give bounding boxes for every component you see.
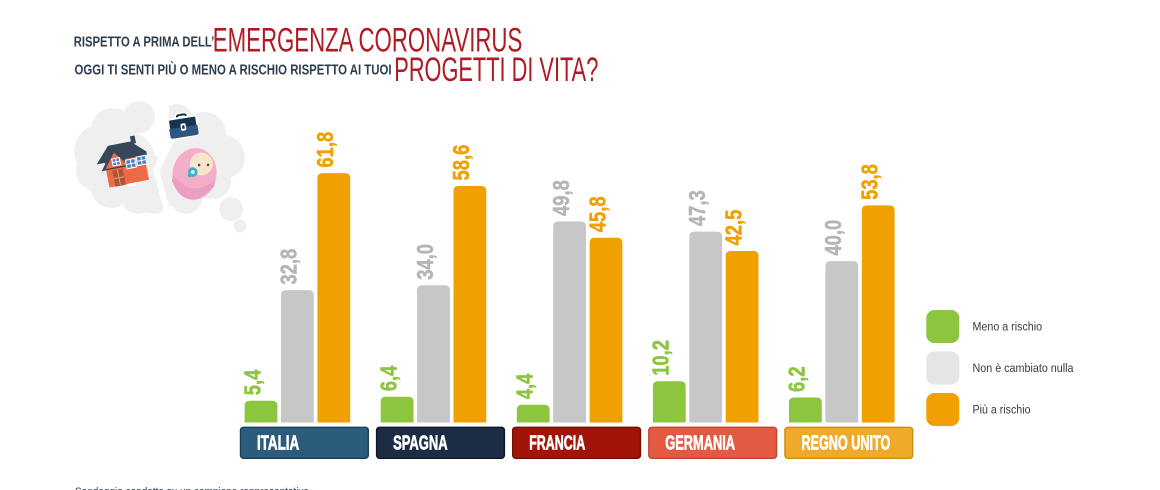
svg-text:OGGI TI SENTI PIÙ O MENO A RIS: OGGI TI SENTI PIÙ O MENO A RISCHIO RISPE… <box>75 60 392 78</box>
svg-text:42,5: 42,5 <box>720 210 746 246</box>
svg-text:PROGETTI DI VITA?: PROGETTI DI VITA? <box>394 51 598 89</box>
svg-text:6,2: 6,2 <box>784 366 810 392</box>
svg-text:Meno a rischio: Meno a rischio <box>973 320 1043 334</box>
svg-text:GERMANIA: GERMANIA <box>665 433 735 455</box>
svg-text:10,2: 10,2 <box>648 340 674 376</box>
svg-text:6,4: 6,4 <box>375 365 401 391</box>
svg-text:58,6: 58,6 <box>448 145 474 181</box>
svg-text:49,8: 49,8 <box>548 180 574 216</box>
svg-text:32,8: 32,8 <box>276 249 302 285</box>
svg-text:Non è cambiato nulla: Non è cambiato nulla <box>973 361 1074 375</box>
svg-text:34,0: 34,0 <box>412 244 438 280</box>
svg-text:47,3: 47,3 <box>684 190 710 226</box>
svg-text:61,8: 61,8 <box>312 132 338 168</box>
svg-text:FRANCIA: FRANCIA <box>529 433 585 455</box>
svg-text:4,4: 4,4 <box>512 373 538 399</box>
svg-text:Sondaggio condotto su un campi: Sondaggio condotto su un campione rappre… <box>75 486 309 490</box>
svg-text:SPAGNA: SPAGNA <box>393 433 448 455</box>
svg-text:53,8: 53,8 <box>857 164 883 200</box>
svg-text:40,0: 40,0 <box>820 220 846 256</box>
svg-text:45,8: 45,8 <box>584 196 610 232</box>
svg-text:RISPETTO A PRIMA DELL’: RISPETTO A PRIMA DELL’ <box>74 35 215 51</box>
svg-text:5,4: 5,4 <box>239 369 265 395</box>
svg-text:ITALIA: ITALIA <box>257 433 299 455</box>
svg-text:Più a rischio: Più a rischio <box>973 403 1031 417</box>
svg-text:EMERGENZA CORONAVIRUS: EMERGENZA CORONAVIRUS <box>213 22 523 60</box>
svg-text:REGNO UNITO: REGNO UNITO <box>801 433 890 455</box>
